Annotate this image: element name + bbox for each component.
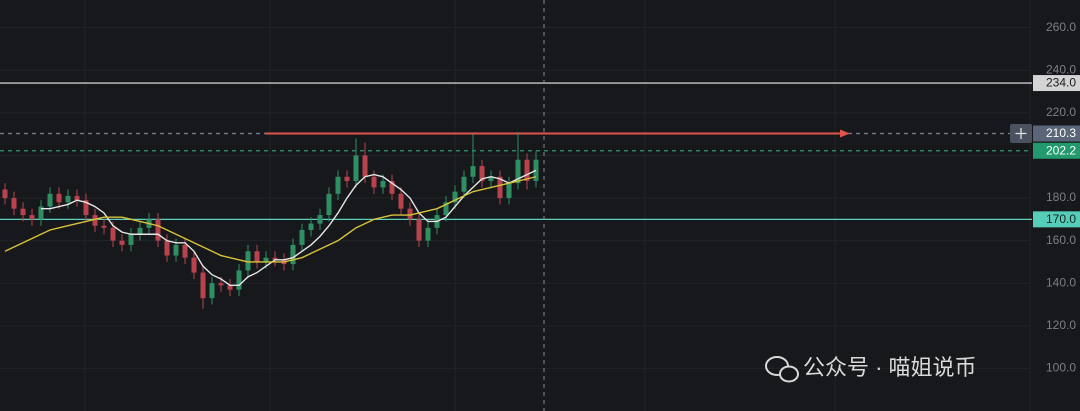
level-label-box [1033, 125, 1080, 142]
candle-body [182, 244, 188, 258]
axis: 100.0120.0140.0160.0180.0200.0220.0240.0… [1033, 20, 1080, 375]
candle-body [344, 176, 350, 182]
candle-body [443, 202, 449, 216]
level-label-box [1033, 75, 1080, 92]
level-label: 234.0 [1046, 76, 1076, 90]
candle-body [407, 208, 413, 220]
candle-body [29, 215, 35, 220]
moving-averages [4, 169, 537, 287]
candle-body [155, 219, 161, 241]
candle-body [209, 283, 215, 299]
ma-line [4, 176, 537, 263]
candle-body [38, 206, 44, 220]
level-label: 170.0 [1046, 212, 1076, 226]
arrow-head [840, 129, 850, 138]
watermark: 公众号 · 喵姐说币 [803, 355, 977, 380]
candle-body [398, 193, 404, 209]
candle-body [92, 215, 98, 226]
candle-body [254, 251, 260, 262]
candle-body [110, 227, 116, 241]
candle-body [83, 200, 89, 216]
candle-body [272, 257, 278, 260]
candle-body [290, 244, 296, 265]
watermark-icon [765, 356, 799, 383]
candle-body [479, 166, 485, 182]
level-label: 210.3 [1046, 126, 1076, 140]
candle-body [317, 215, 323, 224]
candle-body [308, 223, 314, 230]
y-tick-label: 180.0 [1046, 190, 1076, 204]
candle-body [488, 176, 494, 182]
y-tick-label: 240.0 [1046, 62, 1076, 76]
y-tick-label: 160.0 [1046, 233, 1076, 247]
candle-body [65, 195, 71, 203]
candle-body [515, 159, 521, 184]
y-tick-label: 260.0 [1046, 20, 1076, 34]
candle-body [497, 176, 503, 199]
candle-body [2, 189, 8, 199]
candle-body [245, 251, 251, 271]
candle-body [263, 257, 269, 262]
ma-line [41, 169, 537, 287]
y-tick-label: 140.0 [1046, 275, 1076, 289]
candle-body [506, 183, 512, 199]
candle-body [164, 240, 170, 256]
candle-body [47, 193, 53, 207]
levels [0, 82, 1032, 220]
candle-body [362, 155, 368, 177]
candle-body [173, 244, 179, 256]
candle-body [200, 272, 206, 299]
candle-body [452, 191, 458, 203]
candle-body [236, 270, 242, 290]
candle-body [524, 159, 530, 182]
candle-body [461, 176, 467, 192]
candle-body [371, 176, 377, 188]
candle-body [218, 283, 224, 286]
candle-body [380, 181, 386, 188]
level-label-box [1033, 142, 1080, 159]
candle-body [11, 198, 17, 209]
candle-body [416, 219, 422, 241]
plus-icon [1015, 128, 1027, 139]
candle-body [20, 208, 26, 216]
candle-body [353, 155, 359, 182]
candle-body [335, 176, 341, 194]
candle-body [470, 166, 476, 177]
candle-body [56, 193, 62, 203]
candles [2, 132, 539, 309]
candle-body [227, 285, 233, 290]
candle-body [425, 227, 431, 241]
candle-body [326, 193, 332, 216]
candle-body [299, 229, 305, 245]
candle-body [389, 181, 395, 194]
y-tick-label: 100.0 [1046, 361, 1076, 375]
candle-body [191, 257, 197, 273]
candle-body [137, 227, 143, 235]
candle-body [101, 225, 107, 228]
candle-body [74, 195, 80, 201]
candle-body [128, 234, 134, 245]
candle-body [119, 240, 125, 245]
level-label: 202.2 [1046, 143, 1076, 157]
level-label-box [1033, 211, 1080, 228]
grid [0, 27, 1030, 369]
y-tick-label: 220.0 [1046, 105, 1076, 119]
y-tick-label: 120.0 [1046, 318, 1076, 332]
